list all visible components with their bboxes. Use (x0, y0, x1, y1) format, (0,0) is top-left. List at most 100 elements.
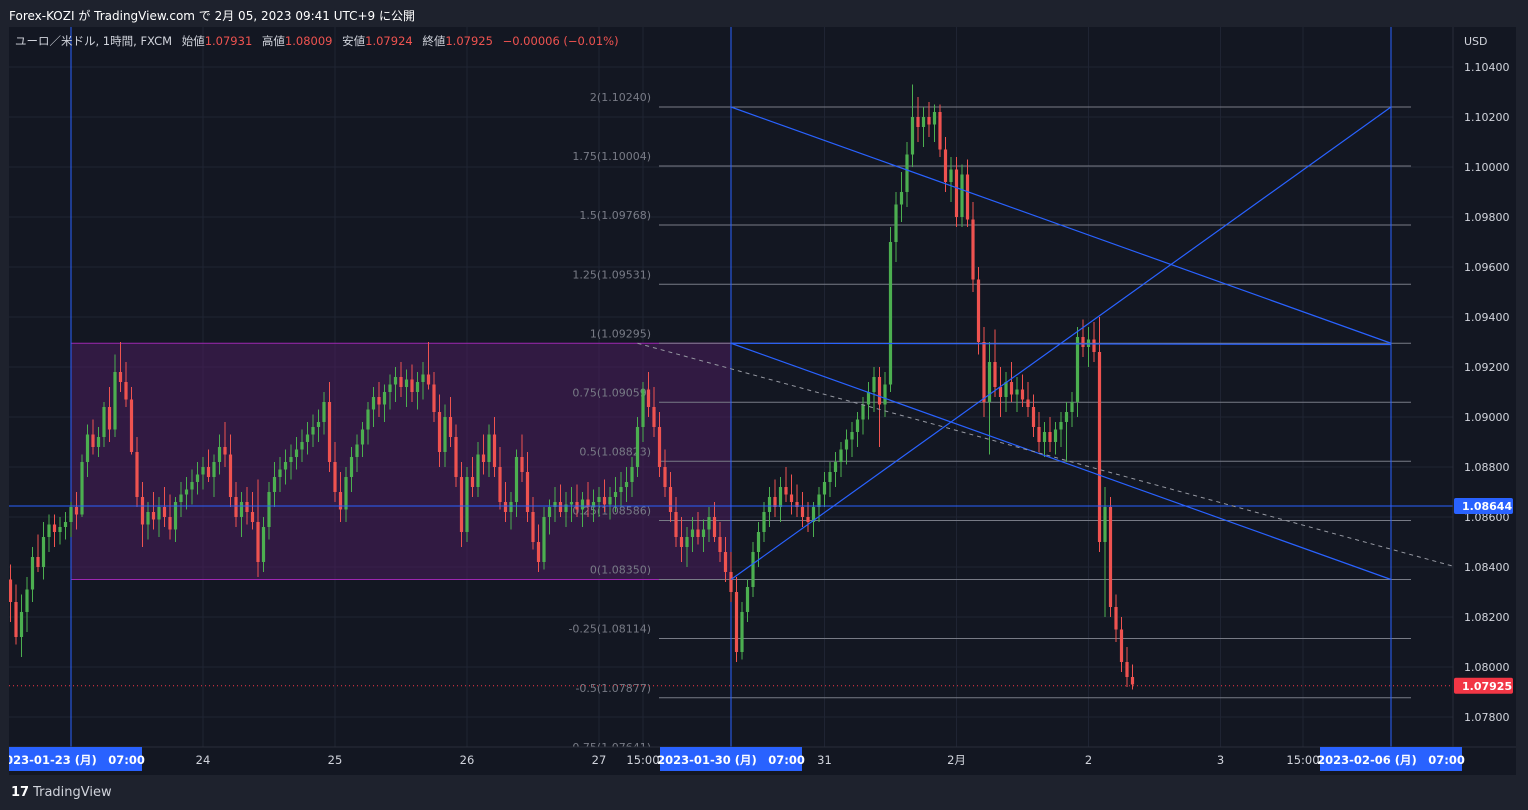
candle (927, 102, 931, 137)
candle (102, 402, 106, 447)
candle-body (1130, 677, 1135, 685)
candle-body (514, 457, 519, 502)
candle (1048, 417, 1052, 452)
candle (602, 479, 607, 512)
legend-high-label: 高値 (262, 34, 285, 48)
candle-body (36, 557, 40, 567)
candle-body (1119, 629, 1124, 662)
time-tick-label: 26 (460, 753, 475, 767)
chart-area[interactable]: 2(1.10240) 1.75(1.10004) 1.5(1.09768) 1.25(… (9, 27, 1516, 775)
candle (355, 434, 359, 472)
candle-body (267, 492, 271, 527)
publish-header: Forex-KOZI が TradingView.com で 2月 05, 20… (0, 0, 1528, 28)
candle (784, 467, 788, 502)
candle (1053, 422, 1058, 455)
candle (916, 97, 920, 142)
candle (173, 497, 178, 542)
candle-body (195, 474, 200, 482)
candle-body (305, 434, 310, 442)
legend-open: 1.07931 (205, 34, 253, 48)
candle (800, 492, 805, 527)
candle-body (608, 497, 612, 505)
candle-body (338, 492, 343, 510)
candle (162, 487, 167, 527)
candlestick-chart[interactable]: 2(1.10240) 1.75(1.10004) 1.5(1.09768) 1.25(… (9, 27, 1516, 775)
candle-body (410, 379, 414, 392)
candle (382, 384, 387, 422)
candle-body (531, 512, 535, 542)
candle-body (454, 437, 458, 477)
candle-body (811, 507, 816, 522)
candle-body (756, 532, 761, 552)
price-tick-label: 1.08200 (1464, 611, 1510, 624)
candle-body (839, 449, 843, 462)
candle (157, 497, 161, 537)
candle-body (1097, 352, 1102, 542)
candle (921, 107, 926, 147)
candle (487, 424, 491, 477)
candle-body (910, 117, 915, 155)
trend-line (730, 342, 1392, 346)
candle (168, 494, 172, 540)
tradingview-logo[interactable]: 17 TradingView (11, 785, 112, 800)
candle-body (107, 407, 112, 430)
legend-low-label: 安値 (342, 34, 365, 48)
time-tick-label: 25 (328, 753, 343, 767)
candle-body (690, 529, 695, 537)
candle (333, 442, 337, 502)
candle-body (250, 512, 255, 522)
candle (525, 452, 530, 522)
candle-body (239, 502, 244, 517)
candle (696, 512, 700, 545)
candle (261, 517, 266, 572)
candle-body (377, 397, 381, 405)
candle (701, 519, 706, 552)
price-tick-label: 1.09000 (1464, 411, 1510, 424)
candle (811, 502, 816, 537)
fib-level-label: -0.5(1.07877) (575, 682, 651, 695)
candle-body (102, 407, 106, 437)
candle-body (894, 204, 898, 242)
candle (1081, 319, 1085, 357)
candle-body (481, 454, 486, 462)
candle-body (448, 417, 453, 437)
horizontal-line-price-tag-bg (1454, 498, 1513, 514)
candle (146, 502, 150, 540)
candle-body (404, 379, 409, 387)
candle-body (872, 377, 876, 392)
price-axis-bg (1453, 27, 1516, 775)
candle (971, 202, 975, 292)
candle-body (333, 462, 337, 492)
candle (371, 387, 376, 427)
candle-body (586, 499, 590, 507)
candle-body (773, 497, 777, 507)
candle-body (476, 454, 480, 487)
candle (597, 487, 601, 517)
candle (437, 394, 442, 467)
candle-body (982, 342, 986, 402)
candle-body (19, 612, 24, 637)
candle (1059, 412, 1063, 447)
candle (855, 412, 860, 447)
candle-body (355, 444, 359, 457)
fib-level-label: 1.75(1.10004) (572, 150, 651, 163)
price-tick-label: 1.07800 (1464, 711, 1510, 724)
candle-body (492, 434, 497, 467)
trend-line (730, 106, 1392, 344)
candle (1064, 402, 1069, 462)
candle (998, 367, 1003, 417)
candle-body (855, 419, 860, 432)
trend-line (730, 106, 1392, 580)
candle-body (129, 399, 134, 452)
candle-body (1092, 339, 1096, 352)
candle-body (1053, 429, 1058, 442)
candle (399, 362, 403, 397)
trend-line (730, 342, 1392, 581)
price-tick-label: 1.09600 (1464, 261, 1510, 274)
candle (19, 594, 24, 657)
candle (679, 517, 684, 562)
legend-low: 1.07924 (365, 34, 413, 48)
candle-body (866, 392, 871, 405)
candle (635, 417, 640, 477)
legend-high: 1.08009 (285, 34, 333, 48)
